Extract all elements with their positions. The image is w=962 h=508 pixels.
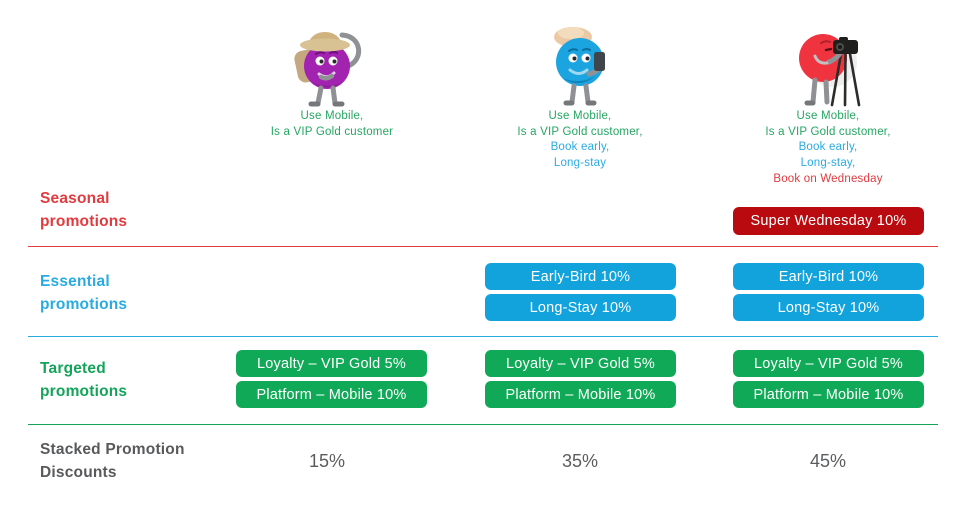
- loyalty-badge-guest3: Loyalty – VIP Gold 5%: [733, 350, 924, 377]
- caption-line: Book early,: [550, 141, 610, 154]
- caption-line: Long-stay,: [800, 157, 856, 170]
- targeted-promotions-label: Targeted promotions: [40, 360, 128, 400]
- guest2-attributes: Use Mobile, Is a VIP Gold customer, Book…: [465, 109, 695, 172]
- stacked-discounts-label: Stacked Promotion Discounts: [40, 441, 185, 481]
- caption-line: Is a VIP Gold customer,: [517, 125, 643, 138]
- caption-line: Use Mobile,: [300, 110, 364, 122]
- stacked-total-guest2: 35%: [561, 451, 599, 471]
- caption-line: Book on Wednesday: [773, 172, 883, 185]
- stacked-total-guest3: 45%: [809, 451, 847, 471]
- early-bird-badge-guest3: Early-Bird 10%: [733, 263, 924, 290]
- caption-line: Is a VIP Gold customer,: [765, 125, 891, 138]
- essential-promotions-label: Essential promotions: [40, 273, 128, 313]
- caption-line: Is a VIP Gold customer: [270, 125, 394, 138]
- long-stay-badge-guest2: Long-Stay 10%: [485, 294, 676, 321]
- caption-line: Long-stay: [553, 157, 607, 170]
- blue-traveler-icon: [525, 26, 635, 115]
- blue-traveler-icon: [554, 27, 605, 106]
- stacked-total-guest1: 15%: [308, 451, 346, 471]
- essential-divider: [28, 336, 938, 337]
- super-wednesday-badge: Super Wednesday 10%: [733, 207, 924, 235]
- caption-line: Book early,: [798, 141, 858, 154]
- purple-traveler-icon: [294, 32, 361, 107]
- red-photographer-icon: [799, 34, 861, 107]
- red-photographer-icon: [773, 28, 883, 117]
- long-stay-badge-guest3: Long-Stay 10%: [733, 294, 924, 321]
- caption-line: Use Mobile,: [548, 110, 612, 122]
- platform-badge-guest2: Platform – Mobile 10%: [485, 381, 676, 408]
- purple-traveler-icon: [272, 24, 382, 113]
- loyalty-badge-guest2: Loyalty – VIP Gold 5%: [485, 350, 676, 377]
- early-bird-badge-guest2: Early-Bird 10%: [485, 263, 676, 290]
- guest1-attributes: Use Mobile, Is a VIP Gold customer: [217, 109, 447, 140]
- loyalty-badge-guest1: Loyalty – VIP Gold 5%: [236, 350, 427, 377]
- seasonal-promotions-label: Seasonal promotions: [40, 190, 128, 230]
- seasonal-divider: [28, 246, 938, 247]
- caption-line: Use Mobile,: [796, 110, 860, 122]
- targeted-divider: [28, 424, 938, 425]
- platform-badge-guest1: Platform – Mobile 10%: [236, 381, 427, 408]
- platform-badge-guest3: Platform – Mobile 10%: [733, 381, 924, 408]
- guest3-attributes: Use Mobile, Is a VIP Gold customer, Book…: [713, 109, 943, 188]
